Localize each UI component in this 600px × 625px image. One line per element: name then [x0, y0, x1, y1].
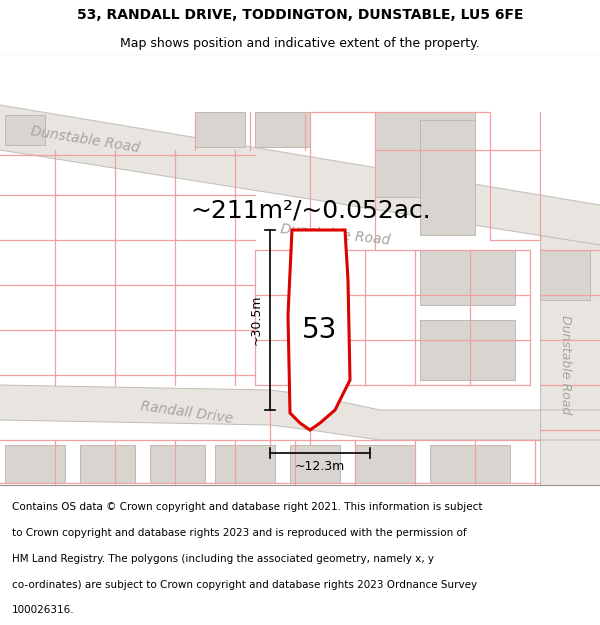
Polygon shape [150, 445, 205, 483]
Text: Map shows position and indicative extent of the property.: Map shows position and indicative extent… [120, 38, 480, 51]
Polygon shape [375, 112, 475, 197]
Polygon shape [215, 445, 275, 483]
Text: Dunstable Road: Dunstable Road [559, 316, 571, 414]
Text: 100026316.: 100026316. [12, 606, 74, 616]
Text: HM Land Registry. The polygons (including the associated geometry, namely x, y: HM Land Registry. The polygons (includin… [12, 554, 434, 564]
Text: Dunstable Road: Dunstable Road [30, 124, 141, 156]
Polygon shape [80, 445, 135, 483]
Text: ~30.5m: ~30.5m [250, 295, 263, 345]
Polygon shape [420, 250, 515, 305]
Polygon shape [5, 115, 45, 145]
Text: 53: 53 [302, 316, 338, 344]
Polygon shape [540, 250, 590, 300]
Text: 53, RANDALL DRIVE, TODDINGTON, DUNSTABLE, LU5 6FE: 53, RANDALL DRIVE, TODDINGTON, DUNSTABLE… [77, 8, 523, 22]
Polygon shape [255, 112, 310, 147]
Text: to Crown copyright and database rights 2023 and is reproduced with the permissio: to Crown copyright and database rights 2… [12, 528, 467, 538]
Polygon shape [290, 445, 340, 483]
Text: co-ordinates) are subject to Crown copyright and database rights 2023 Ordnance S: co-ordinates) are subject to Crown copyr… [12, 579, 477, 589]
Polygon shape [5, 445, 65, 483]
Polygon shape [288, 230, 350, 430]
Polygon shape [0, 105, 600, 245]
Polygon shape [195, 112, 245, 147]
Text: Randall Drive: Randall Drive [140, 399, 234, 426]
Polygon shape [420, 320, 515, 380]
Polygon shape [540, 405, 600, 445]
Polygon shape [540, 205, 600, 545]
Polygon shape [430, 445, 510, 483]
Text: ~12.3m: ~12.3m [295, 461, 345, 474]
Polygon shape [355, 445, 415, 483]
Text: Contains OS data © Crown copyright and database right 2021. This information is : Contains OS data © Crown copyright and d… [12, 502, 482, 512]
Text: ~211m²/~0.052ac.: ~211m²/~0.052ac. [190, 198, 431, 222]
Polygon shape [0, 385, 600, 440]
Polygon shape [420, 120, 475, 235]
Text: Dunstable Road: Dunstable Road [280, 222, 391, 248]
